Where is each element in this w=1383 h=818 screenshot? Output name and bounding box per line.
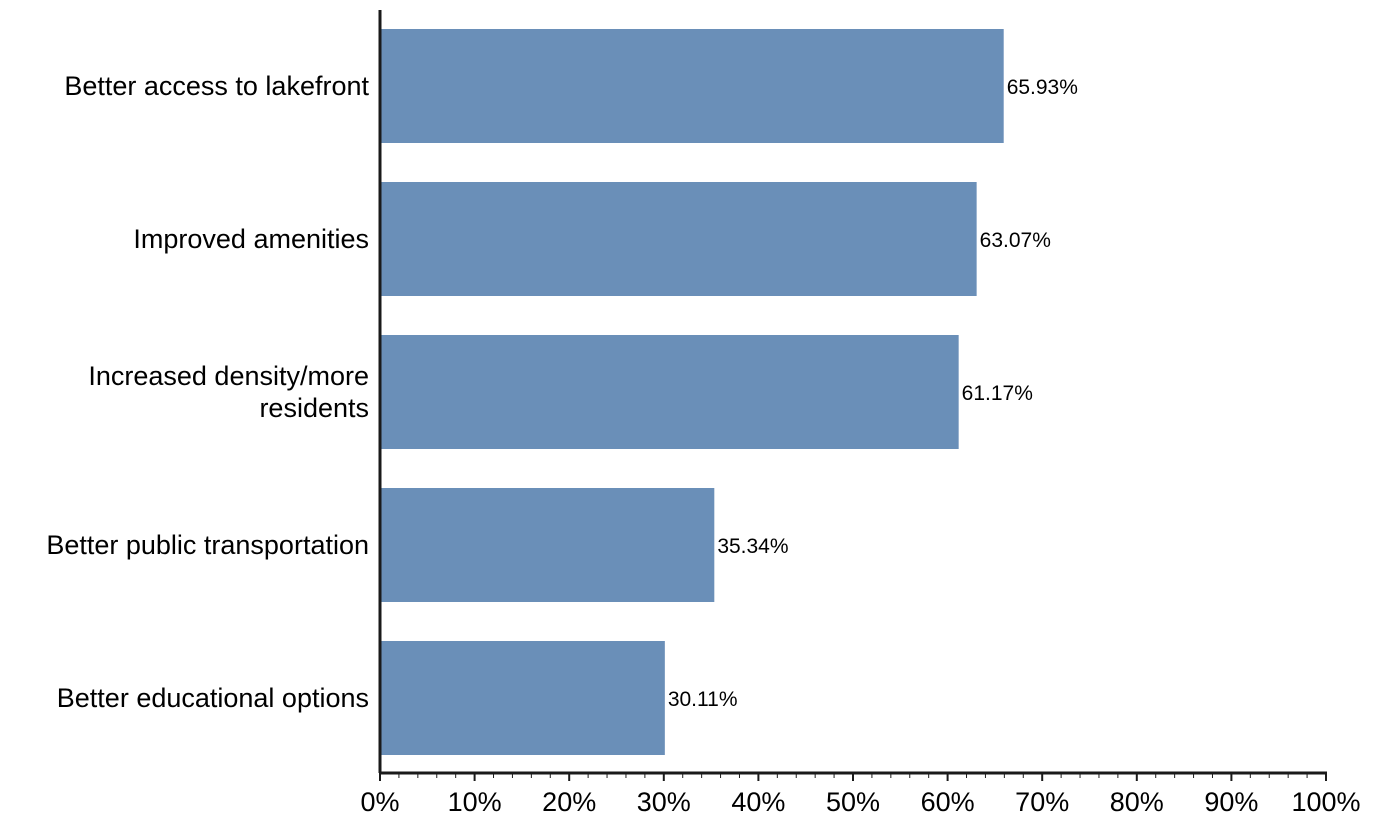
x-tick-label-10: 100% (1291, 787, 1360, 817)
x-tick-label-0: 0% (360, 787, 399, 817)
data-label-1: 63.07% (980, 229, 1051, 252)
bar-3 (380, 488, 715, 602)
x-tick-label-4: 40% (731, 787, 785, 817)
x-tick-label-2: 20% (542, 787, 596, 817)
x-tick-label-7: 70% (1015, 787, 1069, 817)
axes: 0% 10% 20% 30% 40% 50% 60% 70% 80% 90% 100% (360, 10, 1361, 817)
category-label-2-line-1: residents (259, 393, 369, 423)
x-tick-label-5: 50% (826, 787, 880, 817)
bar-2 (380, 335, 959, 449)
category-label-3-line-0: Better public transportation (46, 530, 369, 560)
category-label-4-line-0: Better educational options (57, 683, 369, 713)
category-label-3: Better public transportation (46, 530, 369, 560)
category-label-1-line-0: Improved amenities (133, 224, 369, 254)
data-label-3: 35.34% (717, 535, 788, 558)
bar-0 (380, 29, 1004, 143)
x-tick-label-9: 90% (1204, 787, 1258, 817)
x-tick-label-8: 80% (1110, 787, 1164, 817)
bars-layer (380, 29, 1004, 755)
x-tick-label-1: 10% (448, 787, 502, 817)
data-label-2: 61.17% (962, 382, 1033, 405)
bar-1 (380, 182, 977, 296)
data-label-4: 30.11% (668, 688, 738, 711)
category-label-2-line-0: Increased density/more (88, 361, 369, 391)
bar-4 (380, 641, 665, 755)
data-labels: 65.93% 63.07% 61.17% 35.34% 30.11% (668, 76, 1078, 711)
x-tick-label-3: 30% (637, 787, 691, 817)
data-label-0: 65.93% (1007, 76, 1078, 99)
category-label-4: Better educational options (57, 683, 369, 713)
x-tick-label-6: 60% (921, 787, 975, 817)
category-label-0: Better access to lakefront (64, 71, 369, 101)
category-label-0-line-0: Better access to lakefront (64, 71, 369, 101)
category-label-1: Improved amenities (133, 224, 369, 254)
category-labels: Better access to lakefront Improved ameni… (46, 71, 369, 713)
